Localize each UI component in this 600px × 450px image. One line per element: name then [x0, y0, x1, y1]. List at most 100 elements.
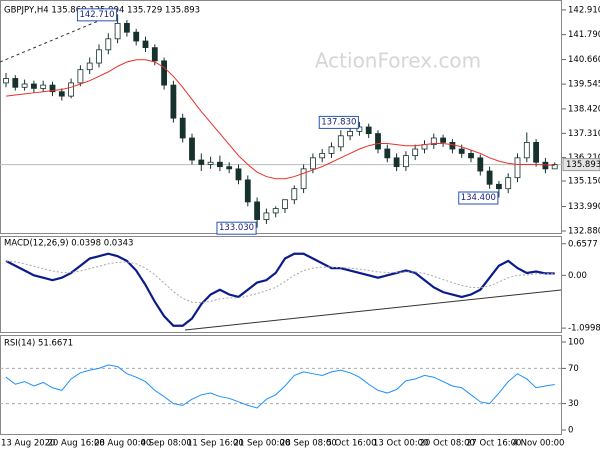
candle-body — [105, 38, 112, 51]
candle-body — [514, 157, 521, 179]
annotation-box — [458, 191, 499, 205]
indicator-line — [5, 252, 555, 327]
candle-body — [198, 159, 205, 165]
current-price-label: 135.893 — [566, 160, 600, 170]
candle-body — [3, 78, 9, 84]
x-tick-label: 5 Oct 16:00 — [327, 439, 377, 449]
candle-body — [477, 157, 484, 172]
candle-body — [12, 78, 19, 88]
x-tick-label: 28 Aug 00:00 — [94, 439, 151, 449]
watermark: ActionForex.com — [315, 49, 481, 73]
y-tick-label: 141.790 — [568, 30, 600, 40]
candle-body — [161, 60, 168, 86]
candle-body — [21, 83, 28, 88]
candle-body — [319, 153, 326, 159]
y-tick-label: 0.6577 — [568, 239, 598, 249]
y-tick-label: 132.880 — [568, 227, 600, 237]
x-tick-label: 20 Aug 16:00 — [48, 439, 105, 449]
candle-body — [337, 135, 344, 148]
candle-body — [124, 22, 130, 33]
candle-body — [365, 126, 372, 134]
current-price-box — [562, 158, 600, 172]
candle-body — [430, 137, 437, 146]
candle-body — [272, 208, 279, 214]
annotation-box — [76, 8, 118, 22]
candle-body — [486, 170, 493, 185]
candle-body — [440, 137, 447, 143]
candle-body — [309, 157, 316, 170]
candle-body — [282, 199, 288, 209]
y-tick-label: 70 — [568, 364, 579, 374]
x-tick-label: 28 Sep 08:00 — [280, 439, 337, 449]
indicator-line — [5, 260, 555, 304]
rsi-panel — [0, 335, 562, 435]
candle-body — [551, 164, 558, 170]
candle-body — [495, 183, 502, 190]
y-tick-label: 30 — [568, 399, 579, 409]
x-tick-label: 4 Nov 00:00 — [513, 439, 565, 449]
candle-body — [402, 155, 409, 168]
y-tick-label: -1.0998 — [568, 324, 600, 334]
candle-body — [68, 82, 74, 97]
candle-body — [133, 31, 140, 42]
y-tick-label: 0.00 — [568, 271, 587, 281]
macd-title: MACD(12,26,9) 0.0398 0.0343 — [4, 239, 133, 249]
candle-body — [151, 47, 158, 62]
candle-body — [393, 157, 400, 168]
candle-body — [189, 137, 195, 161]
annotation-label: 133.030 — [219, 223, 254, 233]
annotation-label: 137.830 — [321, 117, 356, 127]
macd-panel — [0, 236, 562, 333]
candle-body — [86, 62, 93, 71]
candle-body — [244, 179, 251, 203]
annotation-box — [318, 115, 359, 129]
candle-body — [142, 40, 149, 49]
annotation-label: 142.710 — [79, 10, 114, 20]
candle-body — [505, 177, 512, 190]
candle-body — [291, 188, 298, 201]
candle-body — [412, 148, 419, 157]
candle-body — [114, 22, 121, 40]
candle-body — [207, 161, 214, 165]
candle-body — [375, 133, 381, 150]
y-tick-label: 135.150 — [568, 176, 600, 186]
candle-body — [216, 161, 223, 168]
candle-body — [468, 153, 474, 159]
annotation-label: 134.400 — [461, 193, 496, 203]
y-tick-label: 138.420 — [568, 104, 600, 114]
candle-body — [49, 84, 56, 93]
candle-body — [254, 201, 261, 220]
annotation-box — [216, 221, 257, 235]
candle-body — [449, 142, 456, 150]
y-tick-label: 100 — [568, 338, 584, 348]
candle-body — [523, 142, 530, 159]
x-tick-label: 4 Sep 08:00 — [141, 439, 192, 449]
price-panel — [0, 0, 562, 234]
y-tick-label: 137.310 — [568, 129, 600, 139]
candle-body — [40, 84, 47, 89]
candle-body — [235, 168, 242, 181]
rsi-title: RSI(14) 51.6671 — [4, 339, 73, 349]
trend-line — [184, 289, 562, 331]
indicator-line — [5, 364, 555, 409]
candle-body — [458, 148, 465, 154]
candle-body — [77, 69, 84, 84]
candle-body — [300, 168, 307, 190]
candle-body — [347, 130, 354, 137]
candle-body — [533, 142, 539, 163]
y-tick-label: 0 — [568, 426, 573, 436]
x-tick-label: 11 Sep 16:00 — [187, 439, 244, 449]
x-tick-label: 13 Oct 00:00 — [373, 439, 428, 449]
y-tick-label: 140.660 — [568, 55, 600, 65]
y-tick-label: 142.910 — [568, 5, 600, 15]
x-tick-label: 21 Sep 00:00 — [234, 439, 291, 449]
candle-body — [170, 84, 177, 119]
x-tick-label: 20 Oct 08:00 — [420, 439, 475, 449]
trend-line — [0, 13, 116, 63]
candle-body — [542, 161, 549, 170]
moving-average — [5, 59, 555, 180]
x-tick-label: 13 Aug 2020 — [1, 439, 55, 449]
candle-body — [58, 91, 65, 97]
y-tick-label: 139.545 — [568, 80, 600, 90]
